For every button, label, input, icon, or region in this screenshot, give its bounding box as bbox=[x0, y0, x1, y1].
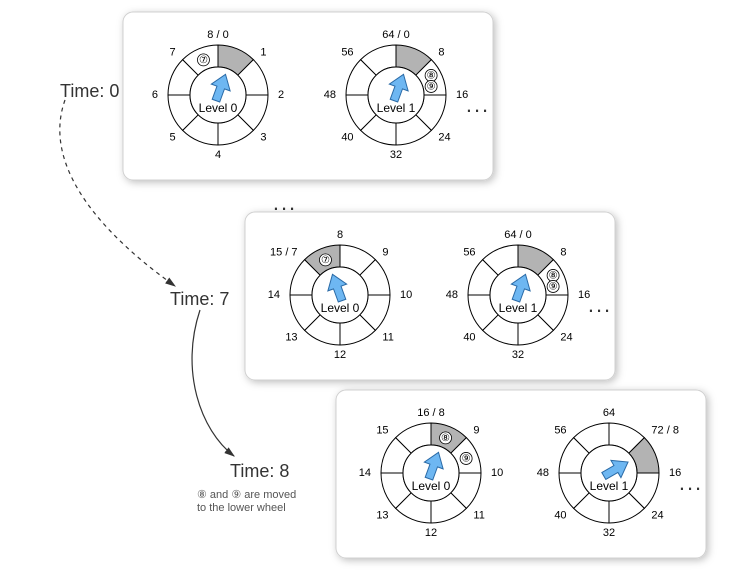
wheel-level-label: Level 1 bbox=[590, 479, 629, 493]
wheel-tick-label: 40 bbox=[554, 509, 566, 521]
timestep-label: Time: 7 bbox=[170, 289, 229, 309]
task-marker-label: ⑧ bbox=[427, 71, 436, 82]
wheel-level-label: Level 1 bbox=[499, 301, 538, 315]
wheel-tick-label: 64 / 0 bbox=[504, 229, 532, 241]
wheel-tick-label: 32 bbox=[390, 149, 402, 161]
wheel-tick-label: 56 bbox=[463, 246, 475, 258]
wheel-tick-label: 64 bbox=[603, 407, 615, 419]
wheel-tick-label: 64 / 0 bbox=[382, 29, 410, 41]
wheel-tick-label: 11 bbox=[382, 331, 393, 343]
wheel-tick-label: 15 / 7 bbox=[270, 246, 298, 258]
wheel-tick-label: 8 / 0 bbox=[207, 29, 228, 41]
wheel-tick-label: 14 bbox=[268, 289, 280, 301]
ellipsis: ... bbox=[466, 92, 490, 117]
timing-wheel: Level 0 8 / 0 1 2 3 4 5 6 7 ⑦ bbox=[152, 29, 284, 161]
wheel-tick-label: 14 bbox=[359, 467, 371, 479]
task-marker-label: ⑨ bbox=[549, 282, 558, 293]
wheel-tick-label: 5 bbox=[169, 131, 175, 143]
wheel-tick-label: 40 bbox=[463, 331, 475, 343]
task-marker-label: ⑨ bbox=[462, 454, 471, 465]
wheel-level-label: Level 0 bbox=[199, 101, 238, 115]
ellipsis: ... bbox=[273, 190, 297, 215]
task-marker-label: ⑦ bbox=[321, 255, 330, 266]
task-marker-label: ⑦ bbox=[199, 55, 208, 66]
wheel-tick-label: 56 bbox=[341, 46, 353, 58]
wheel-tick-label: 3 bbox=[260, 131, 266, 143]
wheel-tick-label: 7 bbox=[169, 46, 175, 58]
flow-arrow bbox=[192, 310, 234, 456]
wheel-tick-label: 24 bbox=[651, 509, 663, 521]
wheel-level-label: Level 1 bbox=[377, 101, 416, 115]
wheel-tick-label: 11 bbox=[473, 509, 484, 521]
timestep-label: Time: 0 bbox=[60, 81, 119, 101]
wheel-tick-label: 32 bbox=[512, 349, 524, 361]
timestep-sublabel: ⑧ and ⑨ are movedto the lower wheel bbox=[197, 489, 296, 514]
wheel-tick-label: 24 bbox=[438, 131, 450, 143]
wheel-tick-label: 15 bbox=[376, 424, 388, 436]
wheel-tick-label: 13 bbox=[376, 509, 388, 521]
wheel-tick-label: 16 / 8 bbox=[417, 407, 445, 419]
wheel-level-label: Level 0 bbox=[412, 479, 451, 493]
wheel-tick-label: 56 bbox=[554, 424, 566, 436]
task-marker-label: ⑨ bbox=[427, 82, 436, 93]
ellipsis: ... bbox=[588, 292, 612, 317]
wheel-tick-label: 40 bbox=[341, 131, 353, 143]
wheel-tick-label: 8 bbox=[337, 229, 343, 241]
wheel-tick-label: 32 bbox=[603, 527, 615, 539]
wheel-tick-label: 72 / 8 bbox=[651, 424, 679, 436]
wheel-tick-label: 8 bbox=[560, 246, 566, 258]
wheel-level-label: Level 0 bbox=[321, 301, 360, 315]
wheel-tick-label: 8 bbox=[438, 46, 444, 58]
wheel-tick-label: 10 bbox=[491, 467, 503, 479]
wheel-tick-label: 4 bbox=[215, 149, 221, 161]
wheel-tick-label: 10 bbox=[400, 289, 412, 301]
diagram-canvas: ...Time: 0Level 08 / 01234567⑦Level 164 … bbox=[0, 0, 735, 573]
wheel-tick-label: 24 bbox=[560, 331, 572, 343]
wheel-tick-label: 9 bbox=[473, 424, 479, 436]
wheel-tick-label: 9 bbox=[382, 246, 388, 258]
timestep-label: Time: 8 bbox=[230, 461, 289, 481]
wheel-tick-label: 48 bbox=[446, 289, 458, 301]
task-marker-label: ⑧ bbox=[549, 271, 558, 282]
wheel-tick-label: 1 bbox=[260, 46, 266, 58]
wheel-tick-label: 13 bbox=[285, 331, 297, 343]
wheel-tick-label: 12 bbox=[425, 527, 437, 539]
wheel-tick-label: 12 bbox=[334, 349, 346, 361]
wheel-tick-label: 6 bbox=[152, 89, 158, 101]
wheel-tick-label: 48 bbox=[537, 467, 549, 479]
task-marker-label: ⑧ bbox=[441, 433, 450, 444]
wheel-tick-label: 48 bbox=[324, 89, 336, 101]
ellipsis: ... bbox=[679, 470, 703, 495]
wheel-tick-label: 2 bbox=[278, 89, 284, 101]
